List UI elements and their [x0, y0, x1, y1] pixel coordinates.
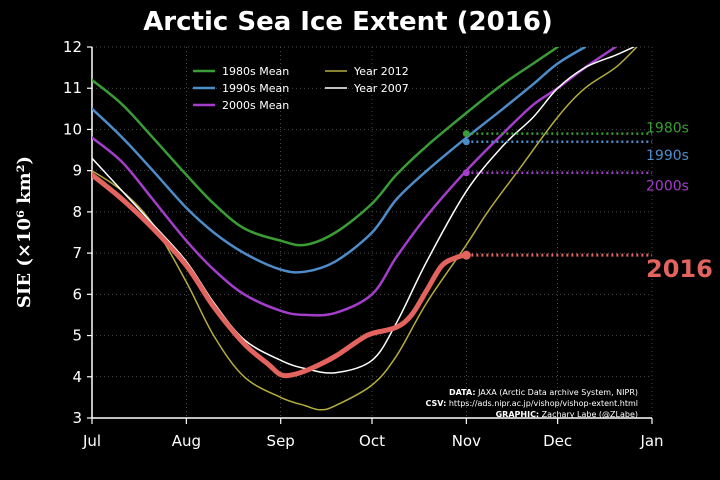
legend-label-1980s-mean: 1980s Mean	[222, 65, 289, 78]
x-tick-label: Oct	[359, 432, 385, 450]
series-line-year-2012	[92, 47, 638, 411]
legend: 1980s Mean Year 2012 1990s Mean Year 2007 20…	[193, 65, 409, 112]
x-tick-label: Sep	[267, 432, 295, 450]
legend-label-1990s-mean: 1990s Mean	[222, 82, 289, 95]
credits: DATA: JAXA (Arctic Data archive System, …	[426, 388, 639, 419]
x-tick-label: Jul	[82, 432, 101, 450]
end-labels: 1980s 1990s 2000s 2016	[646, 121, 713, 284]
y-tick-label: 6	[72, 285, 82, 303]
axes: 3 4 5 6 7 8 9 10 11 12 Jul Aug Sep Oct Nov Dec Jan	[63, 38, 664, 450]
y-tick-label: 9	[72, 162, 82, 180]
series-lines	[92, 47, 638, 411]
y-axis-label: SIE (×10⁶ km²)	[14, 156, 35, 308]
series-line-1980s-mean	[92, 47, 559, 247]
legend-label-year-2007: Year 2007	[353, 82, 409, 95]
x-tick-label: Dec	[543, 432, 572, 450]
credit-label: CSV:	[426, 399, 447, 408]
credit-line: GRAPHIC: Zachary Labe (@ZLabe)	[496, 410, 638, 419]
y-tick-label: 5	[72, 327, 82, 345]
x-tick-label: Jan	[639, 432, 663, 450]
legend-label-2000s-mean: 2000s Mean	[222, 99, 289, 112]
end-label-1980s: 1980s	[646, 121, 689, 137]
credit-text: https://ads.nipr.ac.jp/vishop/vishop-ext…	[446, 399, 638, 408]
y-tick-label: 12	[63, 38, 82, 56]
end-label-1990s: 1990s	[646, 148, 689, 164]
credit-text: Zachary Labe (@ZLabe)	[539, 410, 638, 419]
marker-2016	[461, 250, 471, 260]
end-label-2016: 2016	[646, 255, 713, 283]
series-line-1990s-mean	[92, 47, 587, 274]
x-tick-label: Aug	[172, 432, 201, 450]
y-tick-label: 4	[72, 368, 82, 386]
series-line-2000s-mean	[92, 47, 617, 317]
legend-label-year-2012: Year 2012	[353, 65, 409, 78]
y-tick-label: 7	[72, 244, 82, 262]
y-tick-label: 10	[63, 120, 82, 138]
y-tick-label: 3	[72, 409, 82, 427]
credit-text: JAXA (Arctic Data archive System, NIPR)	[476, 388, 638, 397]
credit-label: GRAPHIC:	[496, 410, 540, 419]
y-tick-label: 8	[72, 203, 82, 221]
marker-1980s	[462, 130, 470, 138]
marker-1990s	[462, 138, 470, 146]
y-tick-label: 11	[63, 79, 82, 97]
credit-label: DATA:	[449, 388, 476, 397]
credit-line: CSV: https://ads.nipr.ac.jp/vishop/visho…	[426, 399, 639, 408]
marker-2000s	[462, 169, 470, 177]
reference-dotted-lines	[461, 130, 652, 260]
credit-line: DATA: JAXA (Arctic Data archive System, …	[449, 388, 638, 397]
chart-title: Arctic Sea Ice Extent (2016)	[143, 7, 553, 37]
x-tick-label: Nov	[452, 432, 481, 450]
series-line-year-2007	[92, 47, 635, 374]
series-line-2016	[92, 172, 469, 379]
end-label-2000s: 2000s	[646, 179, 689, 195]
